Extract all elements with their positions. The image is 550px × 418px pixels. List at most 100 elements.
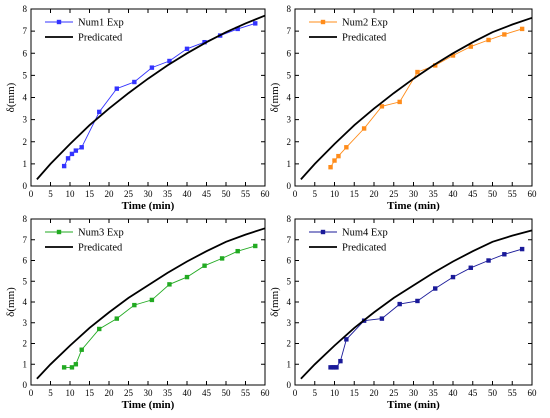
y-tick-label: 7 [23,235,28,245]
data-point [149,65,155,70]
y-tick-label: 7 [23,26,28,36]
x-tick-label: 35 [163,189,173,199]
y-tick-label: 2 [287,137,292,147]
data-point [344,337,349,342]
data-point [379,104,385,109]
legend-swatch-marker [56,229,62,235]
data-point [253,21,258,26]
y-tick-label: 4 [287,93,292,103]
x-tick-label: 25 [389,189,399,199]
x-tick-label: 60 [261,388,271,398]
x-tick-label: 35 [429,189,439,199]
y-tick-label: 4 [23,297,28,307]
data-point [334,365,339,370]
series-line-exp [63,22,256,167]
y-tick-label: 6 [287,48,292,58]
legend-label: Num4 Exp [342,228,388,239]
x-tick-label: 20 [370,388,380,398]
data-point [167,282,172,287]
data-point [502,32,507,37]
data-point [73,148,79,153]
data-point [202,39,207,45]
y-tick-label: 0 [23,380,28,390]
x-tick-label: 60 [528,189,538,199]
y-tick-label: 1 [287,159,292,169]
data-point [97,326,102,332]
data-point [486,37,491,43]
x-tick-label: 10 [330,388,340,398]
x-tick-label: 35 [429,388,439,398]
x-tick-label: 20 [105,388,115,398]
x-tick-label: 10 [66,388,76,398]
data-point [65,156,71,161]
x-tick-label: 10 [66,189,76,199]
data-point [336,153,341,159]
y-axis-label: δ(mm) [269,82,281,112]
data-point [79,347,84,352]
data-point [69,151,75,157]
x-tick-label: 30 [409,189,419,199]
legend-label: Num2 Exp [342,18,388,29]
x-tick-label: 25 [124,388,134,398]
y-tick-label: 6 [23,48,28,58]
x-axis-label: Time (min) [122,200,175,212]
data-point [502,252,507,257]
y-tick-label: 0 [287,380,292,390]
y-tick-label: 5 [23,70,28,80]
y-tick-label: 5 [23,276,28,286]
series-line-predicated [300,229,533,380]
data-point [79,145,84,150]
x-tick-label: 40 [449,388,459,398]
y-tick-label: 1 [287,359,292,369]
data-point [328,164,333,170]
x-tick-label: 0 [29,388,34,398]
x-tick-label: 55 [241,388,251,398]
data-point [379,316,385,321]
y-tick-label: 6 [23,256,28,266]
data-point [219,256,225,261]
y-tick-label: 5 [287,276,292,286]
x-tick-label: 25 [124,189,134,199]
y-tick-label: 4 [23,93,28,103]
y-axis-label: δ(mm) [5,82,17,112]
data-point [468,265,473,270]
data-point [114,316,119,321]
data-point [149,297,155,303]
x-tick-label: 50 [222,189,232,199]
y-tick-label: 8 [23,214,28,224]
x-tick-label: 10 [330,189,340,199]
x-tick-label: 30 [409,388,419,398]
x-tick-label: 5 [313,388,318,398]
data-point [450,53,456,58]
legend-swatch-marker [56,19,62,25]
data-point [433,286,438,291]
data-point [338,358,343,364]
data-point [397,301,402,307]
data-point [61,365,67,370]
y-tick-label: 2 [23,339,28,349]
x-tick-label: 35 [163,388,173,398]
x-tick-label: 5 [48,388,53,398]
x-tick-label: 55 [241,189,251,199]
legend-label: Predicated [78,243,123,254]
x-tick-label: 55 [508,388,518,398]
data-point [415,298,420,304]
series-line-predicated [36,227,266,380]
data-point [97,109,102,115]
data-point [397,99,402,105]
data-point [235,26,240,32]
data-point [486,258,491,263]
x-tick-label: 40 [449,189,459,199]
y-tick-label: 8 [287,214,292,224]
x-tick-label: 15 [350,189,360,199]
plot-frame [30,218,266,386]
y-tick-label: 3 [23,115,28,125]
series-line-predicated [36,14,266,180]
data-point [253,243,258,249]
data-point [361,126,367,131]
x-tick-label: 40 [183,189,193,199]
x-tick-label: 25 [389,388,399,398]
